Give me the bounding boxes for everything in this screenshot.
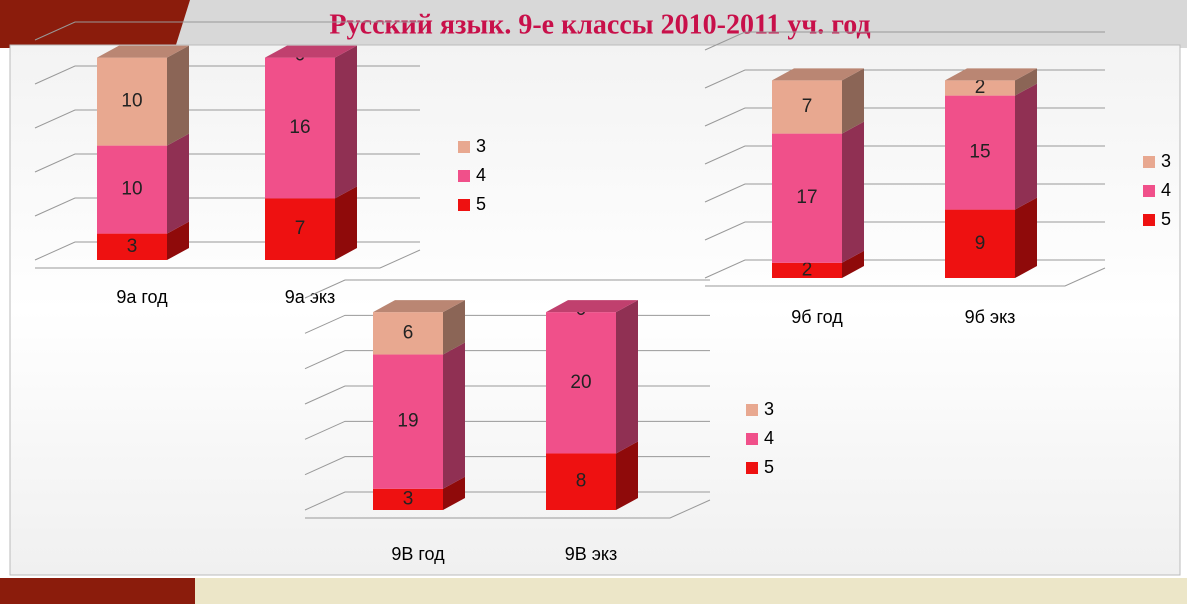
bar-side [443,342,465,489]
bar-side [616,300,638,454]
bar-side [167,221,189,260]
grid-line [704,31,1105,51]
legend-label: 4 [476,165,486,185]
floor [705,267,1106,287]
data-label: 15 [969,142,990,163]
data-label: 9 [975,233,986,254]
data-label: 10 [121,91,142,112]
bar-side [167,45,189,146]
bar-segment [97,145,167,234]
legend-swatch [746,404,758,416]
x-tick-label: 9а экз [285,287,336,307]
x-tick-label: 9б год [791,307,843,327]
bar-top [546,300,638,313]
bar-side [335,45,357,199]
legend-label: 3 [764,399,774,419]
legend-swatch [1143,185,1155,197]
legend-label: 5 [476,194,486,214]
bar-side [335,186,357,260]
bar-top [265,45,357,58]
bar-segment [945,80,1015,96]
bar-segment [772,133,842,263]
x-tick-label: 9В экз [565,544,618,564]
legend-swatch [746,462,758,474]
x-tick-label: 9б экз [965,307,1016,327]
bar-top [373,300,465,313]
legend-label: 3 [1161,151,1171,171]
bar-segment [97,57,167,146]
data-label: 2 [802,259,813,280]
bar-top [772,68,864,81]
legend-swatch [458,141,470,153]
bar-segment [772,80,842,134]
legend-label: 3 [476,136,486,156]
bar-side [1015,197,1037,278]
bar-segment [945,209,1015,278]
bar-top [97,45,189,58]
bar-segment [265,57,335,199]
bar-segment [373,312,443,355]
bar-segment [945,95,1015,210]
top-band [0,0,1187,48]
bar-segment [546,312,616,454]
bar-segment [546,453,616,510]
top-corner [0,0,190,48]
legend-label: 4 [1161,180,1171,200]
bar-segment [772,262,842,278]
bar-side [443,476,465,510]
legend-swatch [458,170,470,182]
data-label: 3 [403,488,414,509]
legend-label: 5 [764,457,774,477]
bar-side [842,121,864,263]
floor [305,499,711,519]
bar-side [616,441,638,510]
bar-top [945,68,1037,81]
bottom-band [0,578,1187,604]
legend-swatch [1143,214,1155,226]
data-label: 8 [576,471,587,492]
bar-segment [97,233,167,260]
data-label: 7 [295,218,306,239]
bar-segment [373,488,443,510]
bar-segment [265,198,335,260]
data-label: 2 [975,77,986,98]
legend-swatch [458,199,470,211]
bottom-corner [0,578,195,604]
x-tick-label: 9а год [116,287,168,307]
data-label: 7 [802,96,813,117]
bar-side [1015,83,1037,210]
grid-line [34,21,420,41]
legend-label: 5 [1161,209,1171,229]
data-label: 6 [403,322,414,343]
bar-side [842,250,864,278]
data-label: 17 [796,187,817,208]
data-label: 16 [289,117,310,138]
bar-side [1015,68,1037,96]
data-label: 19 [397,411,418,432]
x-tick-label: 9В год [391,544,445,564]
bar-side [443,300,465,355]
floor [35,249,421,269]
legend-swatch [746,433,758,445]
slide-title: Русский язык. 9-е классы 2010-2011 уч. г… [329,9,870,40]
bar-side [167,133,189,234]
data-label: 10 [121,179,142,200]
grid-line [304,279,710,299]
data-label: 3 [127,236,138,257]
legend-swatch [1143,156,1155,168]
bar-side [842,68,864,134]
legend-label: 4 [764,428,774,448]
data-label: 20 [570,372,591,393]
bar-segment [373,354,443,489]
